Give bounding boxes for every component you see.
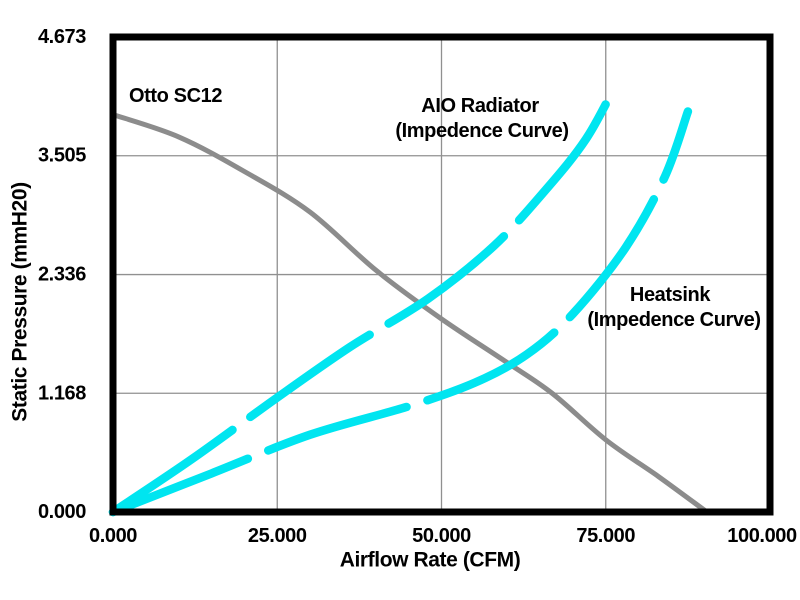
heatsink-label-line1: Heatsink [630,284,711,306]
y-tick-label: 1.168 [38,382,86,404]
curve-aio-radiator-impedence-curve [108,80,620,517]
y-axis-title: Static Pressure (mmH20) [9,182,32,421]
aio-radiator-label-line1: AIO Radiator [421,95,539,117]
curve-otto-sc12 [112,112,709,515]
x-tick-label: 100.000 [727,525,797,547]
tick-layer: 0.000 25.000 50.000 75.000 100.000 0.000 1.168… [38,26,797,547]
x-tick-label: 25.000 [248,525,307,547]
fan-curve-label: Otto SC12 [129,85,222,107]
y-tick-label: 0.000 [38,501,86,523]
aio-radiator-label-line2: (Impedence Curve) [395,120,568,142]
x-tick-label: 75.000 [576,525,635,547]
plot-border [109,33,774,516]
x-tick-label: 50.000 [412,525,471,547]
heatsink-label-line2: (Impedence Curve) [587,309,760,331]
curve-heatsink-impedence-curve [108,107,693,517]
x-axis-title: Airflow Rate (CFM) [340,549,521,572]
y-tick-label: 2.336 [38,264,86,286]
y-tick-label: 3.505 [38,145,86,167]
y-tick-label: 4.673 [38,26,86,48]
x-tick-label: 0.000 [89,525,137,547]
series-layer [108,80,709,517]
